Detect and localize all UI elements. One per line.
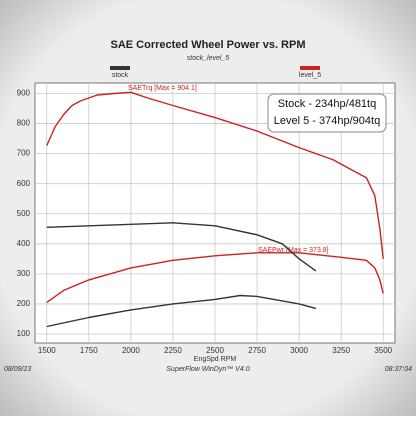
subtitle: stock_level_5 [187, 55, 230, 62]
x-tick-label: 1500 [38, 346, 56, 355]
y-tick-label: 900 [17, 89, 31, 98]
series-line [46, 294, 317, 328]
y-tick-label: 100 [17, 329, 31, 338]
legend-label: level_5 [299, 72, 321, 79]
y-tick-label: 400 [17, 239, 31, 248]
y-tick-label: 700 [17, 149, 31, 158]
x-tick-label: 3500 [374, 346, 392, 355]
x-tick-label: 3000 [290, 346, 308, 355]
x-tick-label: 2250 [164, 346, 182, 355]
footer-software: SuperFlow WinDyn™ V4.0 [166, 366, 249, 373]
footer-date: 08/09/23 [4, 366, 31, 373]
annotation: Level 5 - 374hp/904tq [274, 115, 380, 127]
y-tick-label: 600 [17, 179, 31, 188]
y-tick-label: 800 [17, 119, 31, 128]
x-axis-label: EngSpd RPM [194, 356, 237, 363]
x-tick-label: 2000 [122, 346, 140, 355]
legend-swatch [300, 66, 320, 70]
series-line [46, 91, 384, 259]
legend-swatch [110, 66, 130, 70]
x-tick-label: 2500 [206, 346, 224, 355]
annotation: SAEPwr [Max = 373.8] [258, 247, 329, 254]
chart-title: SAE Corrected Wheel Power vs. RPM [111, 39, 306, 51]
series-line [46, 252, 384, 303]
series-line [46, 222, 317, 272]
y-tick-label: 200 [17, 299, 31, 308]
x-tick-label: 3250 [332, 346, 350, 355]
x-tick-label: 1750 [80, 346, 98, 355]
legend-label: stock [112, 72, 129, 79]
footer-time: 08:37:04 [385, 366, 412, 373]
x-tick-label: 2750 [248, 346, 266, 355]
y-tick-label: 300 [17, 269, 31, 278]
annotation: SAETrq [Max = 904.1] [128, 85, 197, 92]
annotation-box [267, 93, 387, 133]
annotation: Stock - 234hp/481tq [278, 98, 376, 110]
y-tick-label: 500 [17, 209, 31, 218]
